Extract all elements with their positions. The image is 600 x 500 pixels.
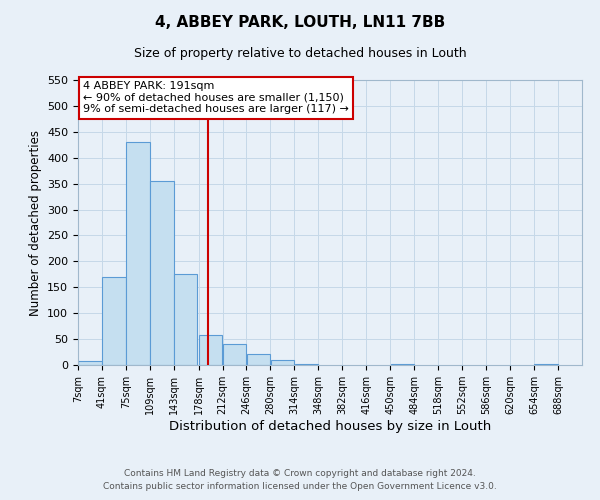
Text: 4, ABBEY PARK, LOUTH, LN11 7BB: 4, ABBEY PARK, LOUTH, LN11 7BB	[155, 15, 445, 30]
Bar	[79, 361, 101, 365]
Bar	[271, 360, 294, 365]
Bar	[535, 364, 557, 365]
Text: Contains public sector information licensed under the Open Government Licence v3: Contains public sector information licen…	[103, 482, 497, 491]
Text: Size of property relative to detached houses in Louth: Size of property relative to detached ho…	[134, 48, 466, 60]
Bar	[391, 364, 414, 365]
Bar	[103, 277, 125, 365]
Bar	[174, 274, 197, 365]
Bar	[247, 354, 270, 365]
Y-axis label: Number of detached properties: Number of detached properties	[29, 130, 41, 316]
Bar	[126, 142, 149, 365]
Bar	[223, 344, 246, 365]
Text: 4 ABBEY PARK: 191sqm
← 90% of detached houses are smaller (1,150)
9% of semi-det: 4 ABBEY PARK: 191sqm ← 90% of detached h…	[83, 82, 349, 114]
Bar	[295, 364, 318, 365]
X-axis label: Distribution of detached houses by size in Louth: Distribution of detached houses by size …	[169, 420, 491, 433]
Bar	[150, 181, 173, 365]
Text: Contains HM Land Registry data © Crown copyright and database right 2024.: Contains HM Land Registry data © Crown c…	[124, 468, 476, 477]
Bar	[199, 336, 222, 365]
